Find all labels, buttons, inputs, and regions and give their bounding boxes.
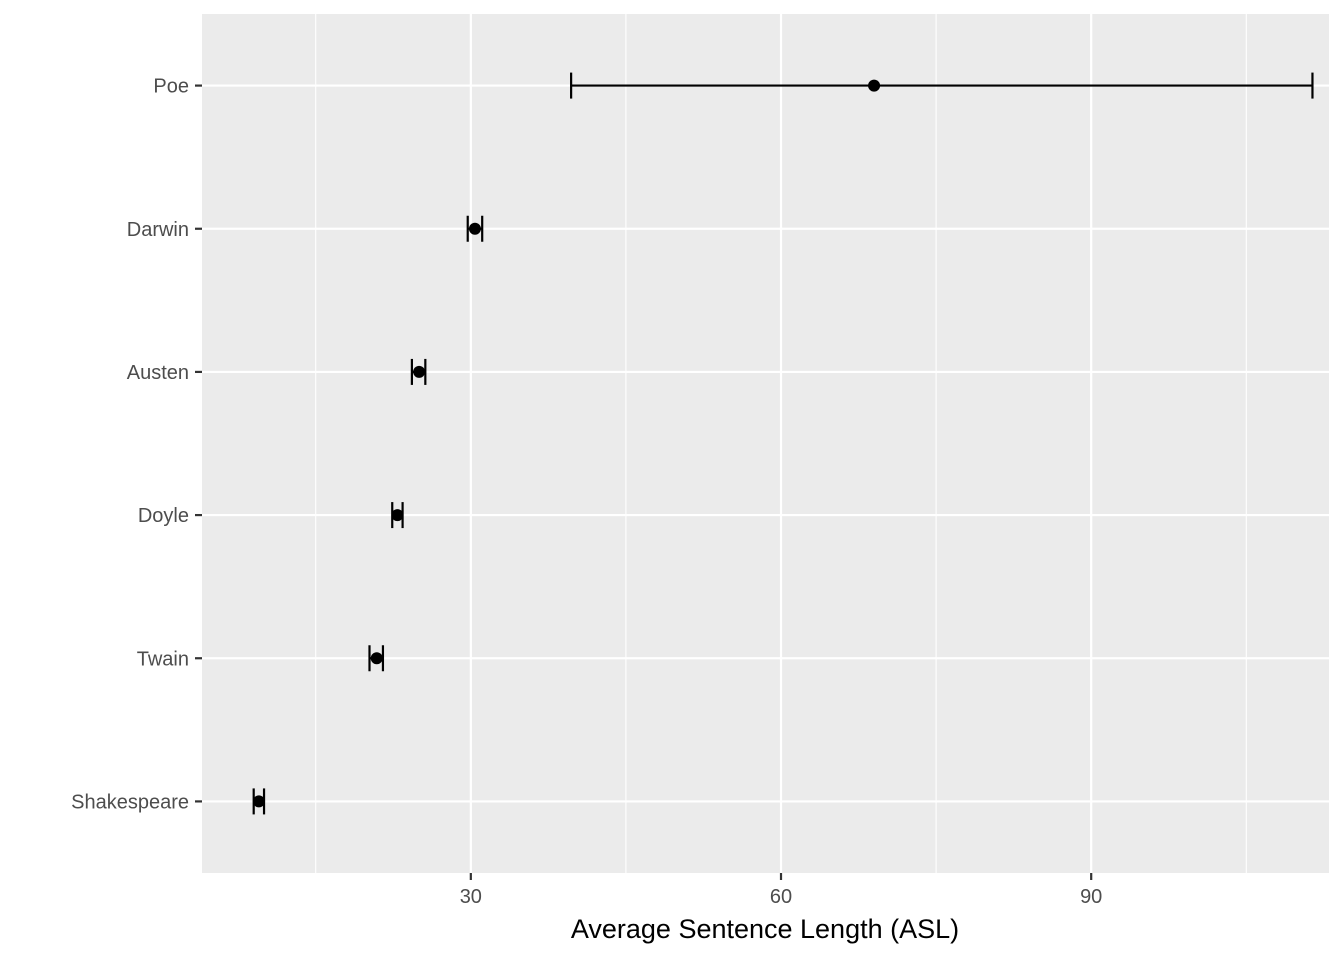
y-tick-label: Austen bbox=[127, 362, 189, 384]
data-marks bbox=[252, 72, 1314, 815]
data-point bbox=[868, 79, 881, 92]
minor-gridlines bbox=[315, 14, 1247, 873]
y-tick-label: Shakespeare bbox=[71, 791, 189, 813]
x-tick-label: 60 bbox=[770, 886, 792, 908]
y-tick-label: Twain bbox=[137, 648, 189, 670]
x-axis-title: Average Sentence Length (ASL) bbox=[571, 914, 959, 944]
plot-panel bbox=[202, 14, 1329, 873]
data-point bbox=[370, 652, 383, 665]
y-tick-label: Poe bbox=[153, 76, 189, 98]
x-tick-label: 90 bbox=[1080, 886, 1102, 908]
data-point bbox=[252, 795, 265, 808]
y-tick-label: Darwin bbox=[127, 219, 189, 241]
data-point bbox=[391, 509, 404, 522]
y-tick-label: Doyle bbox=[138, 505, 189, 527]
axes: 30 60 90 Shakespeare Twain Doyle Austen Darwin P… bbox=[71, 76, 1102, 908]
data-point bbox=[413, 365, 426, 378]
x-tick-label: 30 bbox=[460, 886, 482, 908]
data-point bbox=[468, 222, 481, 235]
